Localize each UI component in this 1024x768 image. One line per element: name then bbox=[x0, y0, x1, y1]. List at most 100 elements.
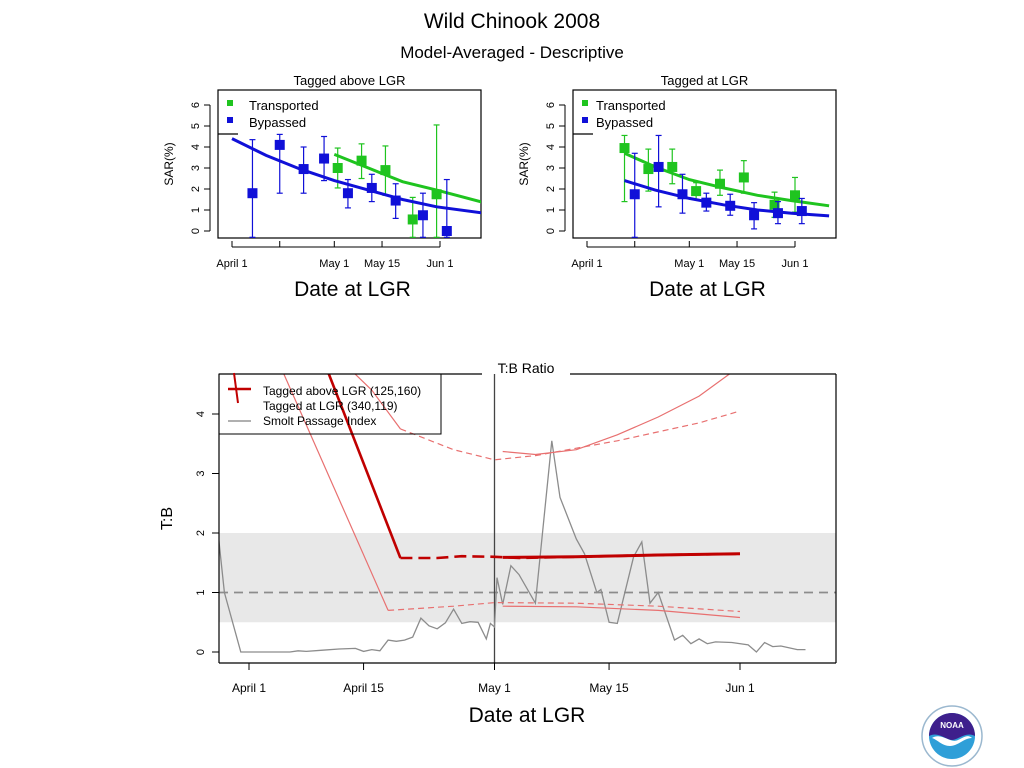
plot-area bbox=[219, 374, 836, 663]
legend-label: Bypassed bbox=[249, 115, 306, 130]
chart-title: Tagged at LGR bbox=[661, 73, 748, 88]
x-tick-label: May 15 bbox=[589, 681, 629, 695]
y-tick-label: 5 bbox=[545, 123, 557, 129]
chart-title: T:B Ratio bbox=[498, 360, 555, 376]
y-tick-label: 6 bbox=[190, 102, 202, 108]
y-tick-label: 3 bbox=[190, 165, 202, 171]
plot-frame bbox=[572, 89, 837, 239]
at-estimate bbox=[502, 552, 741, 559]
legend-label: Tagged above LGR (125,160) bbox=[263, 384, 421, 398]
legend-swatch bbox=[227, 100, 233, 106]
smolt-index-line bbox=[219, 440, 806, 653]
x-tick-label: April 1 bbox=[571, 258, 602, 270]
x-tick-label: Jun 1 bbox=[782, 258, 809, 270]
x-tick-label: April 1 bbox=[216, 258, 247, 270]
y-tick-label: 1 bbox=[190, 207, 202, 213]
legend-swatch bbox=[227, 117, 233, 123]
y-axis-label: SAR(%) bbox=[517, 142, 531, 185]
plot-area bbox=[231, 124, 481, 238]
page-title: Wild Chinook 2008 bbox=[424, 10, 600, 33]
point-bypassed bbox=[653, 161, 664, 172]
point-bypassed bbox=[796, 206, 807, 217]
y-tick-label: 5 bbox=[190, 123, 202, 129]
y-tick-label: 4 bbox=[190, 144, 202, 150]
point-bypassed bbox=[441, 226, 452, 236]
point-transported bbox=[643, 164, 654, 175]
point-transported bbox=[738, 172, 749, 183]
logo-sky bbox=[929, 713, 975, 740]
plot-area bbox=[619, 134, 830, 238]
legend-label: Tagged at LGR (340,119) bbox=[263, 399, 398, 413]
chart-title: Tagged above LGR bbox=[293, 73, 405, 88]
point-bypassed bbox=[274, 139, 285, 150]
sar-at-panel: Tagged at LGR 0 1 2 3 4 5 6 SAR(%) April 1 May 1 Ma… bbox=[517, 73, 837, 301]
y-axis-label: T:B bbox=[159, 507, 176, 530]
legend-swatch bbox=[582, 117, 588, 123]
y-axis-label: SAR(%) bbox=[162, 142, 176, 185]
point-transported bbox=[667, 161, 678, 172]
tb-ratio-panel: T:B Ratio 0 1 2 3 4 T:B April 1 April 15 May 1 May… bbox=[159, 360, 837, 727]
y-tick-label: 0 bbox=[195, 649, 207, 655]
point-transported bbox=[714, 178, 725, 189]
above-upper-ci-dashed bbox=[400, 410, 741, 461]
y-tick-label: 3 bbox=[195, 470, 207, 476]
reference-band bbox=[219, 533, 836, 623]
y-tick-label: 1 bbox=[195, 589, 207, 595]
point-bypassed bbox=[629, 189, 640, 200]
legend-swatch bbox=[582, 100, 588, 106]
point-transported bbox=[790, 190, 800, 201]
x-axis-label: Date at LGR bbox=[649, 278, 766, 301]
point-bypassed bbox=[772, 208, 783, 219]
x-tick-label: May 1 bbox=[478, 681, 511, 695]
y-tick-label: 6 bbox=[545, 102, 557, 108]
x-tick-label: Jun 1 bbox=[725, 681, 755, 695]
point-transported bbox=[356, 155, 367, 166]
x-axis-label: Date at LGR bbox=[294, 278, 411, 301]
point-bypassed bbox=[319, 153, 330, 164]
y-tick-label: 1 bbox=[545, 207, 557, 213]
point-transported bbox=[431, 189, 442, 200]
legend-swatch-above-mark bbox=[233, 372, 239, 404]
point-transported bbox=[332, 163, 343, 173]
legend-label: Bypassed bbox=[596, 115, 653, 130]
sar-above-panel: Tagged above LGR 0 1 2 3 4 5 6 SAR(%) April 1 May … bbox=[162, 73, 482, 301]
x-tick-label: May 15 bbox=[719, 258, 755, 270]
y-tick-label: 0 bbox=[545, 228, 557, 234]
point-bypassed bbox=[298, 164, 309, 175]
y-tick-label: 4 bbox=[195, 411, 207, 417]
fit-line-bypassed bbox=[624, 179, 830, 218]
point-bypassed bbox=[677, 189, 688, 200]
point-transported bbox=[769, 199, 780, 210]
y-tick-label: 0 bbox=[190, 228, 202, 234]
legend-label: Transported bbox=[596, 98, 666, 113]
legend-frame bbox=[218, 373, 442, 435]
point-bypassed bbox=[749, 210, 760, 221]
point-bypassed bbox=[366, 182, 377, 193]
x-tick-label: Jun 1 bbox=[427, 258, 454, 270]
at-lower-ci bbox=[502, 605, 741, 619]
y-tick-label: 2 bbox=[190, 186, 202, 192]
fit-line-bypassed bbox=[231, 137, 481, 215]
at-upper-ci bbox=[502, 374, 731, 456]
logo-text: NOAA bbox=[940, 721, 964, 730]
point-bypassed bbox=[342, 188, 353, 199]
point-transported bbox=[691, 186, 702, 197]
above-upper-ci bbox=[354, 374, 401, 430]
x-axis-label: Date at LGR bbox=[469, 704, 586, 727]
point-bypassed bbox=[390, 195, 401, 206]
y-tick-label: 2 bbox=[195, 530, 207, 536]
above-lower-ci-dashed bbox=[388, 601, 741, 613]
x-tick-label: April 15 bbox=[343, 681, 384, 695]
x-tick-label: May 15 bbox=[364, 258, 400, 270]
point-bypassed bbox=[701, 197, 712, 208]
legend-label: Smolt Passage Index bbox=[263, 414, 376, 428]
point-bypassed bbox=[725, 200, 736, 211]
y-tick-label: 2 bbox=[545, 186, 557, 192]
x-tick-label: May 1 bbox=[319, 258, 349, 270]
x-tick-label: April 1 bbox=[232, 681, 266, 695]
legend-label: Transported bbox=[249, 98, 319, 113]
y-tick-label: 4 bbox=[545, 144, 557, 150]
above-lower-ci bbox=[283, 374, 389, 611]
y-tick-label: 3 bbox=[545, 165, 557, 171]
